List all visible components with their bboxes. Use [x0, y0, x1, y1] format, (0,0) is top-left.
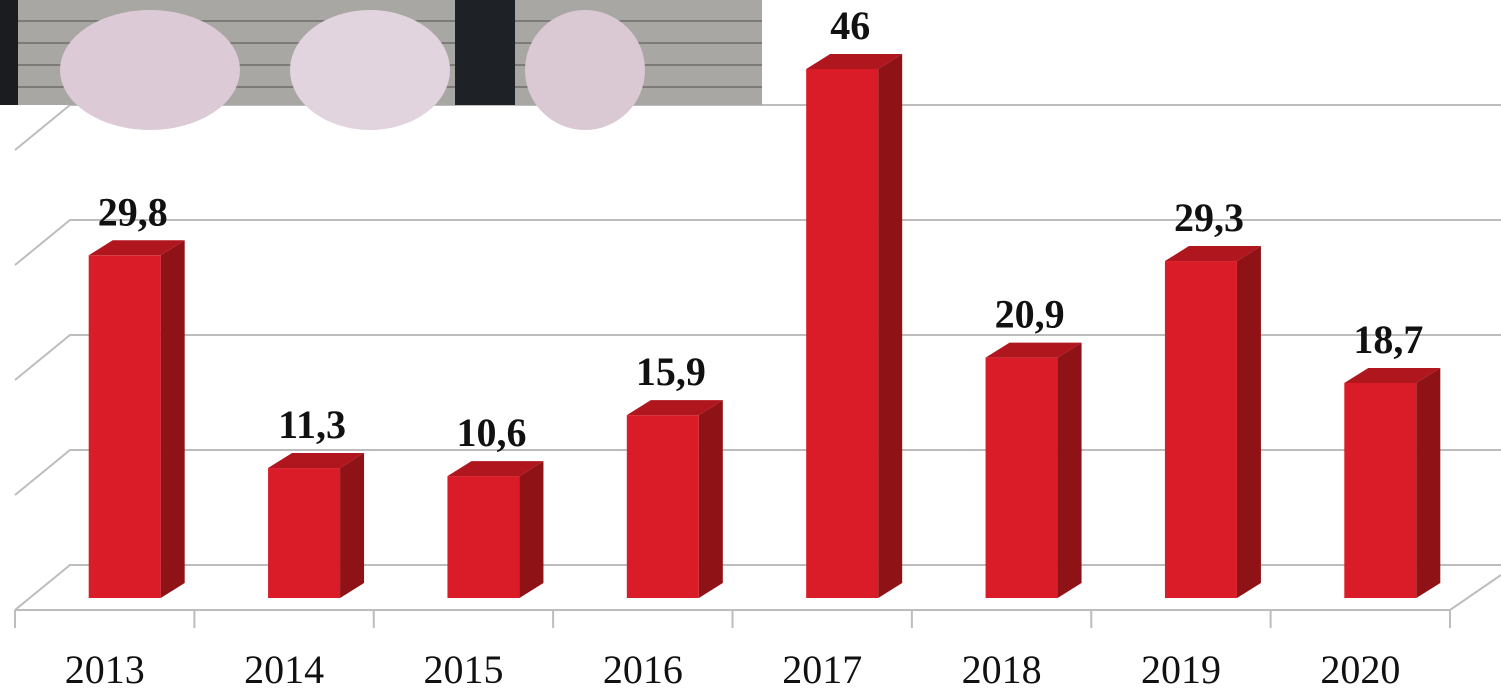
bar-top — [806, 54, 903, 69]
bar-front — [88, 255, 161, 599]
bar-top — [1164, 246, 1261, 262]
bar-front — [806, 69, 879, 598]
floor-edge — [15, 574, 1501, 611]
bar-front — [1164, 261, 1237, 598]
bar — [1164, 246, 1261, 599]
grid-line — [14, 104, 1501, 151]
bar-side — [878, 54, 903, 598]
bar — [268, 453, 365, 598]
photo-suit — [455, 0, 515, 105]
bar-top — [626, 400, 723, 416]
x-tick-label: 2019 — [1141, 647, 1221, 691]
bar-side — [519, 461, 544, 598]
bar — [806, 54, 903, 598]
bar-front — [1344, 382, 1417, 598]
data-label: 18,7 — [1353, 317, 1423, 362]
bar — [1344, 367, 1441, 598]
data-label: 10,6 — [456, 410, 526, 455]
bar — [985, 342, 1082, 598]
x-tick-label: 2013 — [65, 647, 145, 691]
plot-area: 29,8 2013 11,3 2014 10,6 2015 15,9 2016 46 2017 20… — [14, 3, 1501, 691]
bar-side — [1416, 367, 1441, 598]
x-tick-label: 2015 — [423, 647, 503, 691]
data-label: 29,3 — [1174, 195, 1244, 240]
data-label: 15,9 — [636, 349, 706, 394]
bar-side — [1236, 246, 1261, 599]
bar-top — [447, 461, 544, 477]
data-label: 11,3 — [278, 402, 346, 447]
x-tick-label: 2017 — [782, 647, 862, 691]
bar-side — [160, 240, 185, 599]
bar — [88, 240, 185, 599]
x-tick-label: 2014 — [244, 647, 324, 691]
photo-suit — [0, 0, 18, 105]
grid-line — [14, 564, 1501, 611]
bar-front — [268, 468, 341, 598]
bar-side — [1057, 342, 1082, 598]
photo-dress — [525, 10, 645, 130]
bar-front — [985, 357, 1058, 598]
data-label: 29,8 — [98, 189, 168, 234]
x-tick-label: 2016 — [603, 647, 683, 691]
bar-top — [985, 342, 1082, 358]
bar-top — [268, 453, 365, 469]
bar-front — [447, 476, 520, 598]
bar-top — [88, 240, 185, 256]
data-label: 20,9 — [995, 292, 1065, 337]
bar-top — [1344, 367, 1441, 383]
bar-side — [698, 400, 723, 598]
x-tick-label: 2020 — [1320, 647, 1400, 691]
grid-line — [14, 334, 1501, 381]
data-label: 46 — [830, 3, 870, 48]
bar-side — [340, 453, 365, 598]
x-tick-label: 2018 — [962, 647, 1042, 691]
bar — [626, 400, 723, 598]
grid-line — [14, 219, 1501, 266]
photo-dress — [60, 10, 240, 130]
grid-line — [14, 449, 1501, 496]
bar-front — [626, 415, 699, 598]
photo-dress — [290, 10, 450, 130]
bar — [447, 461, 544, 598]
photo — [0, 0, 762, 130]
